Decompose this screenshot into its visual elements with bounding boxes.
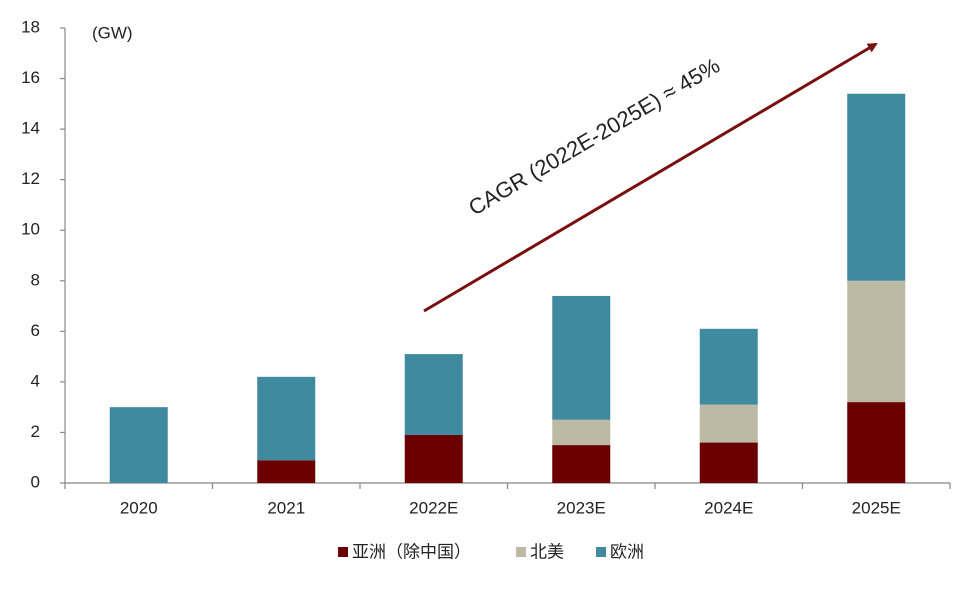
y-tick-label: 4 (31, 371, 40, 390)
unit-label: (GW) (92, 23, 133, 42)
y-tick-label: 14 (21, 119, 40, 138)
x-tick-label: 2020 (120, 498, 158, 517)
bar-segment (404, 354, 463, 435)
bar-segment (257, 376, 316, 461)
bar-segment (109, 407, 168, 483)
x-tick-label: 2025E (852, 498, 901, 517)
bar-segment (699, 442, 758, 483)
y-tick-label: 16 (21, 68, 40, 87)
x-tick-label: 2022E (409, 498, 458, 517)
y-tick-label: 12 (21, 169, 40, 188)
x-tick-label: 2023E (557, 498, 606, 517)
bar-segment (552, 419, 611, 446)
x-tick-label: 2024E (704, 498, 753, 517)
trend-arrow (423, 42, 878, 313)
y-tick-label: 8 (31, 270, 40, 289)
annotation: CAGR (2022E-2025E) ≈ 45% (464, 53, 724, 221)
legend-label: 欧洲 (610, 542, 644, 561)
y-tick-label: 18 (21, 17, 40, 36)
x-tick-label: 2021 (267, 498, 305, 517)
legend-swatch (338, 547, 348, 557)
bar-segment (847, 280, 906, 403)
bar-segment (257, 460, 316, 483)
legend-label: 亚洲（除中国） (352, 542, 471, 561)
legend-label: 北美 (530, 542, 564, 561)
bar-segment (552, 295, 611, 420)
legend-swatch (516, 547, 526, 557)
y-tick-label: 2 (31, 422, 40, 441)
bar-segment (552, 445, 611, 483)
legend-swatch (596, 547, 606, 557)
bar-segment (404, 434, 463, 483)
y-tick-label: 6 (31, 321, 40, 340)
bar-segment (847, 93, 906, 281)
bar-segment (699, 404, 758, 443)
y-tick-label: 10 (21, 220, 40, 239)
bar-segment (699, 328, 758, 405)
y-tick-label: 0 (31, 472, 40, 491)
bar-segment (847, 402, 906, 483)
